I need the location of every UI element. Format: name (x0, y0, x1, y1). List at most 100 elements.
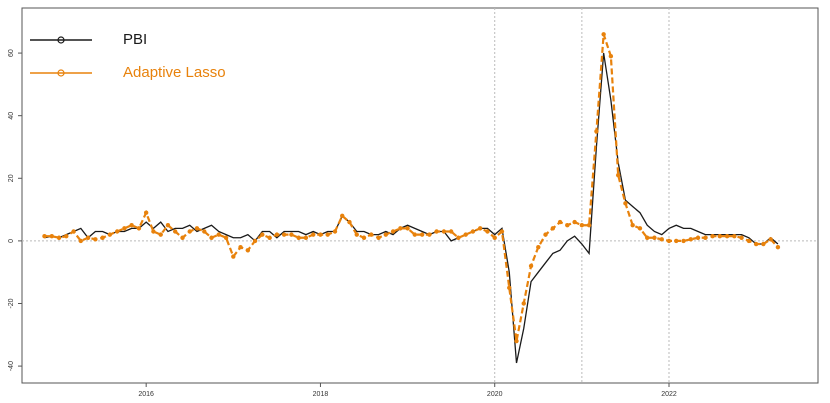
series-point (281, 232, 287, 237)
series-point (49, 233, 55, 239)
series-point (761, 241, 766, 247)
series-point (202, 229, 207, 234)
series-point (528, 263, 534, 269)
series-point (666, 238, 672, 244)
series-point (390, 229, 396, 234)
y-tick-label: -40 (8, 361, 15, 371)
series-point (369, 232, 374, 237)
series-point (136, 226, 142, 231)
series-point (601, 32, 606, 37)
series-point (354, 232, 359, 237)
series-line (44, 33, 779, 342)
series-point (550, 226, 556, 231)
series-point (485, 229, 490, 234)
series-point (753, 241, 759, 247)
series-point (703, 235, 708, 240)
series-point (64, 233, 69, 239)
series-line (44, 52, 779, 364)
series-point (180, 235, 185, 240)
series-point (223, 235, 229, 240)
series-point (630, 223, 635, 228)
series-point (659, 237, 664, 242)
series-point (434, 229, 439, 234)
series-point (114, 229, 120, 234)
series-point (71, 229, 76, 234)
series-point (238, 244, 243, 250)
series-point (231, 254, 236, 259)
series-point (470, 229, 476, 234)
series-point (383, 232, 388, 237)
series-point (194, 226, 200, 231)
series-point (521, 301, 526, 306)
series-point (361, 235, 367, 240)
series-point (775, 244, 781, 250)
y-tick-label: 40 (8, 112, 15, 120)
series-point (637, 226, 643, 231)
series-point (151, 229, 156, 234)
series-point (681, 238, 686, 244)
series-point (695, 235, 701, 240)
series-point (303, 235, 309, 240)
series-point (688, 237, 693, 242)
series-point (129, 223, 134, 228)
series-point (78, 238, 84, 244)
series-point (107, 232, 113, 237)
series-point (565, 223, 570, 228)
series-point (499, 229, 505, 234)
y-tick-label: -20 (8, 298, 15, 308)
series-point (746, 238, 752, 244)
series-point (245, 248, 251, 253)
series-point (376, 235, 381, 240)
series-point (405, 226, 410, 231)
x-tick-label: 2022 (661, 391, 677, 398)
legend-marker (57, 36, 65, 44)
series-point (100, 235, 105, 240)
series-point (318, 232, 323, 237)
series-point (158, 232, 163, 237)
legend-marker (57, 69, 65, 77)
series-point (492, 235, 497, 240)
series-point (289, 232, 294, 237)
series-point (652, 235, 657, 240)
series-point (572, 219, 577, 225)
series-point (623, 201, 628, 206)
series-point (216, 232, 221, 237)
series-point (427, 232, 432, 237)
series-point (325, 232, 330, 237)
legend-label: PBI (123, 31, 147, 48)
series-point (398, 226, 403, 231)
series-point (340, 213, 345, 219)
x-tick-label: 2018 (313, 391, 329, 398)
series-point (463, 232, 468, 237)
series-point (122, 226, 127, 231)
series-point (594, 129, 599, 134)
series-point (311, 232, 316, 237)
series-point (42, 233, 47, 239)
series-point (448, 229, 454, 234)
series-point (507, 285, 512, 291)
x-tick-label: 2016 (138, 391, 154, 398)
x-tick-label: 2020 (487, 391, 503, 398)
series-point (615, 172, 621, 178)
series-point (252, 238, 258, 244)
series-point (724, 233, 730, 239)
series-point (56, 235, 62, 240)
series-point (645, 235, 650, 240)
series-point (85, 235, 91, 240)
series-point (608, 54, 614, 59)
series-point (187, 229, 192, 234)
series-point (536, 244, 541, 250)
plot-frame (21, 7, 819, 384)
series-point (347, 219, 352, 225)
series-point (477, 226, 483, 231)
series-point (717, 233, 722, 239)
series-point (674, 238, 679, 244)
series-point (267, 235, 272, 240)
series-point (209, 235, 214, 240)
series-point (739, 235, 744, 240)
series-point (543, 232, 548, 237)
series-point (412, 232, 418, 237)
series-point (732, 233, 737, 239)
y-tick-label: 20 (8, 174, 15, 182)
